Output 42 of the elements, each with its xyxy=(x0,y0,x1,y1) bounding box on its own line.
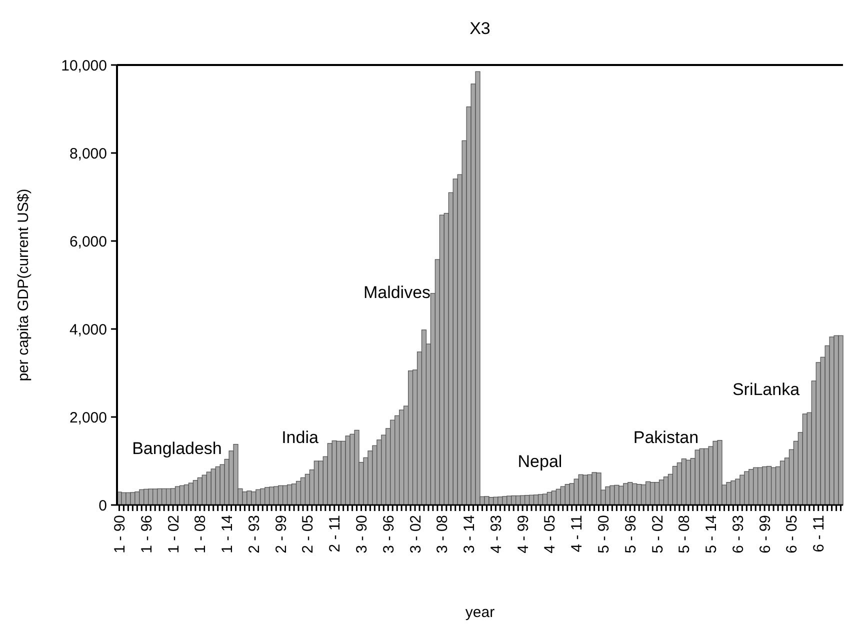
y-tick-label: 6,000 xyxy=(69,233,107,250)
x-tick-label: 3 - 02 xyxy=(407,515,424,554)
x-tick-label: 4 - 11 xyxy=(568,515,586,552)
y-tick-label: 4,000 xyxy=(69,321,107,338)
x-tick-label: 3 - 14 xyxy=(461,515,478,554)
x-tick-label: 2 - 99 xyxy=(272,515,290,554)
x-axis-title: year xyxy=(465,604,495,621)
y-tick-label: 2,000 xyxy=(69,409,107,426)
annotation: Pakistan xyxy=(633,428,699,447)
x-tick-label: 1 - 14 xyxy=(219,515,236,554)
y-tick-label: 10,000 xyxy=(61,57,107,74)
x-tick-label: 4 - 93 xyxy=(488,515,505,554)
x-tick-label: 5 - 96 xyxy=(622,515,640,554)
x-tick-label: 5 - 08 xyxy=(676,515,694,554)
x-tick-label: 1 - 02 xyxy=(165,515,182,554)
x-tick-label: 5 - 14 xyxy=(703,515,720,554)
x-tick-label: 3 - 90 xyxy=(353,515,370,554)
annotation: Bangladesh xyxy=(132,439,222,458)
annotation: India xyxy=(282,428,319,447)
y-tick-label: 0 xyxy=(98,497,107,514)
x-tick-label: 5 - 90 xyxy=(595,515,612,554)
x-tick-label: 1 - 90 xyxy=(111,515,128,554)
x-tick-label: 6 - 11 xyxy=(810,515,828,552)
y-axis-title: per capita GDP(current US$) xyxy=(15,188,32,382)
x-tick-label: 3 - 96 xyxy=(380,515,398,554)
x-tick-label: 4 - 99 xyxy=(514,515,532,554)
annotation: Nepal xyxy=(518,452,562,471)
x-tick-label: 2 - 05 xyxy=(300,515,317,554)
chart-title: X3 xyxy=(470,19,490,38)
x-tick-label: 1 - 96 xyxy=(138,515,156,554)
x-tick-label: 2 - 93 xyxy=(246,515,263,554)
y-tick-label: 8,000 xyxy=(69,145,107,162)
x-tick-label: 5 - 02 xyxy=(649,515,666,554)
x-tick-label: 6 - 05 xyxy=(784,515,801,554)
x-tick-label: 6 - 99 xyxy=(756,515,774,554)
x-tick-label: 1 - 08 xyxy=(192,515,210,554)
annotation: Maldives xyxy=(363,283,431,302)
x-tick-label: 4 - 05 xyxy=(542,515,559,554)
x-tick-label: 3 - 08 xyxy=(434,515,452,554)
x-tick-label: 6 - 93 xyxy=(730,515,747,554)
annotation: SriLanka xyxy=(732,380,800,399)
x-tick-label: 2 - 11 xyxy=(326,515,344,552)
